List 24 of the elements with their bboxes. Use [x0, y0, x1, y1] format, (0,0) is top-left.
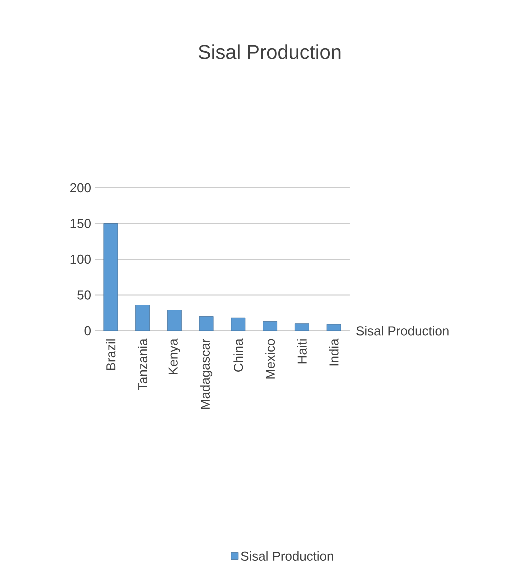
legend-label: Sisal Production	[241, 551, 334, 561]
x-tick-label: Mexico	[266, 339, 276, 379]
x-tick-label: Madagascar	[200, 339, 213, 409]
text: Sisal Production	[356, 326, 449, 336]
bar	[167, 310, 182, 332]
y-tick-label: 100	[70, 254, 91, 264]
bar	[326, 324, 342, 332]
x-tick-label: Tanzania	[138, 338, 148, 390]
x-tick-label: Haiti	[297, 340, 307, 364]
bar	[104, 224, 118, 332]
x-tick-label: Kenya	[168, 338, 180, 374]
bar	[199, 316, 214, 332]
bar	[294, 324, 310, 332]
y-tick-label: 0	[84, 326, 91, 336]
y-tick-label: 50	[78, 290, 91, 300]
chart-title: Sisal Production	[198, 44, 341, 60]
y-tick-label: 150	[70, 219, 91, 228]
bar	[231, 318, 246, 332]
x-tick-label: Brazil	[106, 340, 116, 370]
x-tick-label: India	[329, 338, 339, 366]
y-tick-label: 200	[70, 183, 91, 193]
bar	[263, 322, 278, 332]
bar	[136, 305, 150, 332]
x-tick-label: China	[234, 338, 244, 372]
